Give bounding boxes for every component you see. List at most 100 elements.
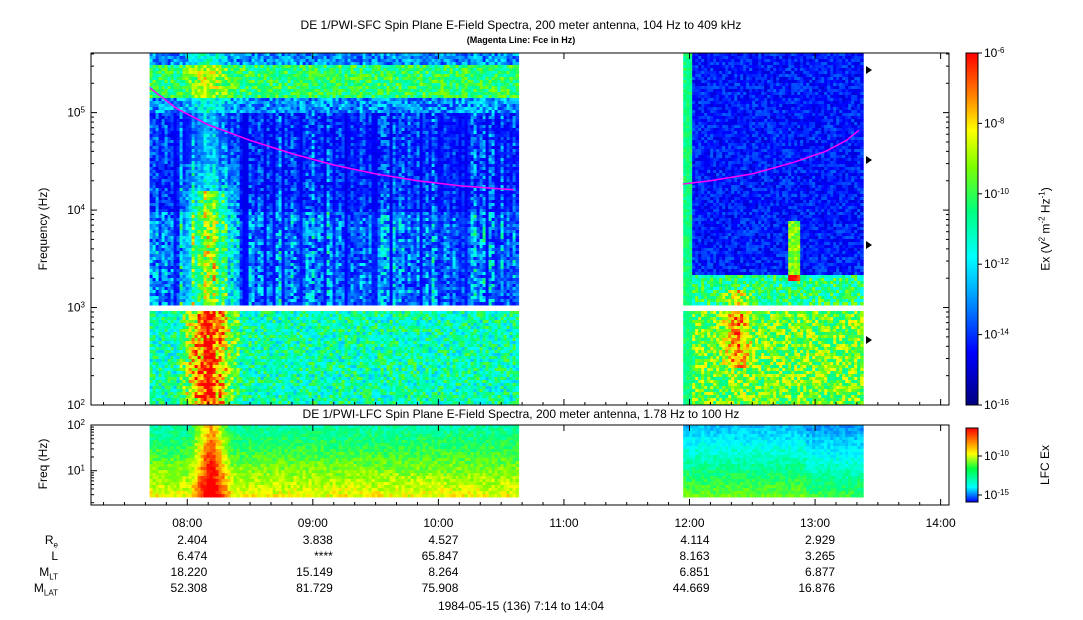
sfc-cell: [255, 242, 259, 246]
sfc-cell: [255, 356, 259, 360]
sfc-cell: [219, 170, 223, 174]
sfc-cell: [198, 224, 202, 228]
sfc-cell: [255, 53, 259, 57]
sfc-cell: [246, 179, 250, 183]
sfc-cell: [219, 371, 223, 375]
sfc-cell: [162, 137, 166, 141]
sfc-cell: [267, 332, 271, 336]
sfc-cell: [201, 395, 205, 399]
sfc-cell: [186, 296, 190, 300]
sfc-cell: [183, 392, 187, 396]
sfc-cell: [201, 143, 205, 147]
sfc-cell: [162, 335, 166, 339]
sfc-cell: [159, 365, 163, 369]
sfc-cell: [273, 359, 277, 363]
sfc-cell: [270, 386, 274, 390]
sfc-cell: [234, 344, 238, 348]
sfc-cell: [171, 140, 175, 144]
sfc-cell: [210, 311, 214, 315]
sfc-cell: [162, 239, 166, 243]
sfc-cell: [177, 176, 181, 180]
sfc-cell: [246, 353, 250, 357]
sfc-cell: [174, 164, 178, 168]
sfc-cell: [228, 257, 232, 261]
sfc-cell: [201, 131, 205, 135]
sfc-cell: [213, 62, 217, 66]
sfc-cell: [219, 383, 223, 387]
sfc-cell: [162, 53, 166, 57]
sfc-cell: [168, 83, 172, 87]
sfc-cell: [168, 260, 172, 264]
sfc-cell: [183, 269, 187, 273]
sfc-cell: [204, 248, 208, 252]
sfc-cell: [150, 221, 154, 225]
sfc-cell: [198, 182, 202, 186]
sfc-cell: [246, 74, 250, 78]
sfc-cell: [234, 389, 238, 393]
sfc-cell: [174, 221, 178, 225]
sfc-cell: [174, 257, 178, 261]
sfc-cell: [162, 233, 166, 237]
sfc-cell: [210, 233, 214, 237]
sfc-cell: [177, 74, 181, 78]
sfc-cell: [150, 182, 154, 186]
sfc-cell: [225, 143, 229, 147]
sfc-cell: [219, 134, 223, 138]
sfc-cell: [189, 323, 193, 327]
sfc-cell: [156, 53, 160, 57]
sfc-cell: [192, 191, 196, 195]
sfc-cell: [264, 254, 268, 258]
sfc-cell: [204, 209, 208, 213]
sfc-cell: [213, 344, 217, 348]
sfc-cell: [150, 380, 154, 384]
sfc-cell: [162, 374, 166, 378]
sfc-cell: [198, 101, 202, 105]
sfc-cell: [150, 335, 154, 339]
sfc-cell: [213, 302, 217, 306]
sfc-cell: [228, 359, 232, 363]
sfc-cell: [204, 53, 208, 57]
sfc-cell: [258, 350, 262, 354]
sfc-cell: [213, 386, 217, 390]
sfc-cell: [249, 317, 253, 321]
sfc-cell: [276, 203, 280, 207]
sfc-cell: [210, 185, 214, 189]
sfc-cell: [186, 236, 190, 240]
sfc-cell: [210, 290, 214, 294]
sfc-cell: [192, 293, 196, 297]
sfc-cell: [159, 245, 163, 249]
sfc-cell: [225, 170, 229, 174]
sfc-cell: [180, 149, 184, 153]
sfc-cell: [174, 242, 178, 246]
sfc-cell: [186, 353, 190, 357]
sfc-cell: [267, 170, 271, 174]
sfc-cell: [210, 80, 214, 84]
sfc-cell: [207, 380, 211, 384]
sfc-cell: [195, 197, 199, 201]
sfc-cell: [222, 227, 226, 231]
sfc-cell: [246, 128, 250, 132]
sfc-cell: [225, 263, 229, 267]
sfc-cell: [201, 218, 205, 222]
sfc-cell: [168, 266, 172, 270]
sfc-cell: [186, 389, 190, 393]
sfc-cell: [162, 146, 166, 150]
sfc-cell: [258, 110, 262, 114]
sfc-cell: [279, 71, 283, 75]
sfc-cell: [216, 167, 220, 171]
sfc-cell: [150, 371, 154, 375]
sfc-cell: [276, 266, 280, 270]
sfc-cell: [276, 263, 280, 267]
sfc-cell: [240, 146, 244, 150]
sfc-cell: [186, 128, 190, 132]
sfc-cell: [216, 368, 220, 372]
sfc-cell: [228, 170, 232, 174]
sfc-cell: [243, 389, 247, 393]
sfc-cell: [273, 281, 277, 285]
sfc-cell: [237, 266, 241, 270]
sfc-cell: [177, 374, 181, 378]
sfc-cell: [156, 125, 160, 129]
sfc-cell: [174, 362, 178, 366]
sfc-cell: [207, 239, 211, 243]
sfc-cell: [201, 77, 205, 81]
